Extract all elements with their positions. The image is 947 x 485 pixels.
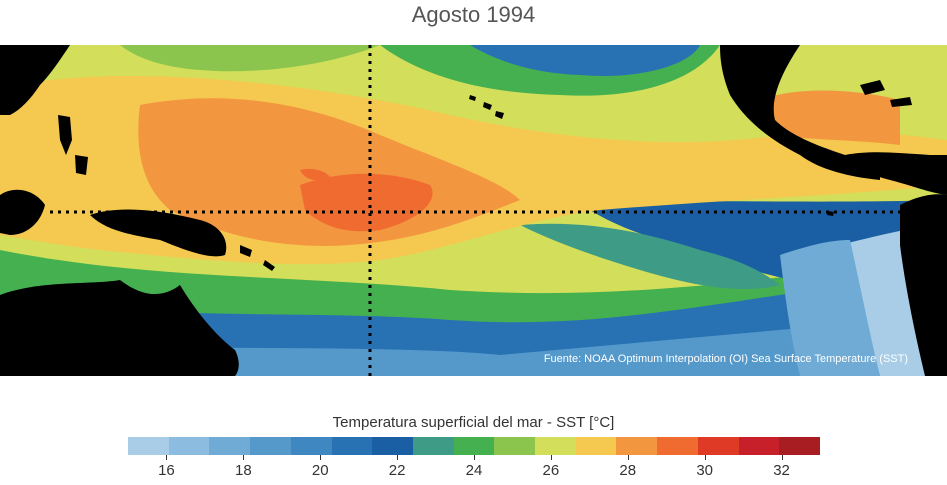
land-new-guinea xyxy=(90,209,227,257)
colorbar-swatch xyxy=(453,437,495,455)
land-australia xyxy=(0,280,239,376)
colorbar-swatch xyxy=(209,437,251,455)
land-caribbean xyxy=(860,80,912,107)
colorbar-tick-mark xyxy=(627,455,629,460)
colorbar-swatch xyxy=(290,437,332,455)
colorbar-swatch xyxy=(657,437,698,455)
land-hawaii xyxy=(469,95,504,119)
colorbar-tick-mark xyxy=(397,455,399,460)
colorbar-swatch xyxy=(616,437,658,455)
colorbar-swatch xyxy=(697,437,739,455)
sst-band-east-mid xyxy=(780,240,880,376)
colorbar-swatch xyxy=(412,437,454,455)
colorbar-tick-mark xyxy=(320,455,322,460)
land-central-america xyxy=(845,152,947,195)
colorbar-swatch xyxy=(250,437,291,455)
colorbar-swatch xyxy=(575,437,617,455)
sst-band-warm-east xyxy=(760,90,900,145)
data-source-note: Fuente: NOAA Optimum Interpolation (OI) … xyxy=(544,353,908,365)
land-solomon xyxy=(240,245,275,271)
colorbar-tick-mark xyxy=(166,455,168,460)
land-asia xyxy=(0,45,70,115)
colorbar-swatch xyxy=(128,437,169,455)
sst-band-north-mid xyxy=(120,45,380,72)
colorbar-label: Temperatura superficial del mar - SST [°… xyxy=(332,414,615,431)
colorbar-tick-label: 26 xyxy=(542,462,560,479)
colorbar-tick-label: 22 xyxy=(388,462,406,479)
colorbar-tick-label: 16 xyxy=(158,462,175,479)
colorbar-tick-mark xyxy=(704,455,706,460)
land-borneo xyxy=(0,189,45,235)
land-philippines xyxy=(58,115,88,175)
colorbar-tick-label: 20 xyxy=(311,462,329,479)
colorbar xyxy=(128,437,820,455)
land-mexico xyxy=(720,45,880,180)
colorbar-tick-mark xyxy=(243,455,245,460)
colorbar-ticks: 16 18 20 22 24 26 28 30 32 xyxy=(128,455,820,485)
colorbar-swatch xyxy=(372,437,413,455)
colorbar-swatch xyxy=(494,437,536,455)
land-south-america xyxy=(900,194,947,376)
map-title: Agosto 1994 xyxy=(411,2,536,27)
colorbar-swatch xyxy=(331,437,373,455)
colorbar-tick-mark xyxy=(550,455,552,460)
sst-band-max-core-small xyxy=(300,168,330,181)
colorbar-tick-mark xyxy=(474,455,475,460)
colorbar-swatch xyxy=(535,437,576,455)
sst-band-max-core xyxy=(300,173,433,232)
colorbar-tick-mark xyxy=(781,455,783,460)
colorbar-tick-label: 24 xyxy=(465,462,483,479)
colorbar-tick-label: 28 xyxy=(619,462,637,479)
sst-band-north-blue xyxy=(470,45,700,76)
colorbar-tick-label: 18 xyxy=(234,462,252,479)
colorbar-swatch xyxy=(168,437,210,455)
colorbar-tick-label: 30 xyxy=(696,462,713,479)
sst-map: Fuente: NOAA Optimum Interpolation (OI) … xyxy=(0,45,947,376)
sst-band-warm-29 xyxy=(138,98,520,246)
colorbar-swatch xyxy=(738,437,780,455)
sst-band-cold-tongue-green xyxy=(520,223,780,290)
colorbar-tick-label: 32 xyxy=(773,462,790,479)
colorbar-swatch xyxy=(779,437,820,455)
